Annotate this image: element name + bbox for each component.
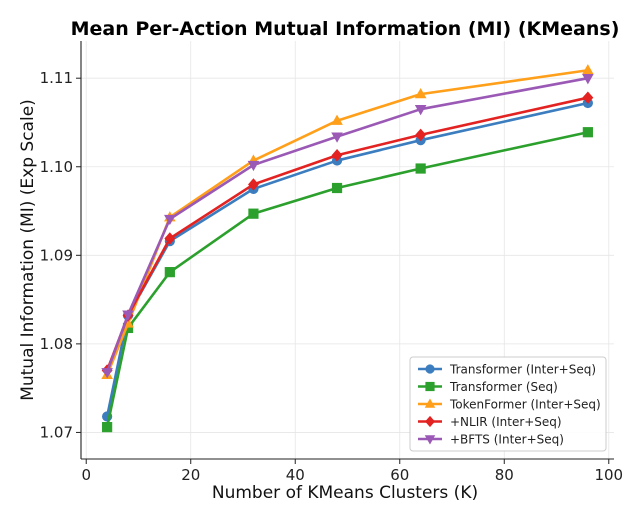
series-4 [101,74,594,379]
legend-item: +BFTS (Inter+Seq) [418,433,564,447]
axes [80,41,614,460]
y-tick-label: 1.07 [40,423,73,441]
data-point [582,74,594,85]
legend-label: TokenFormer (Inter+Seq) [449,398,601,412]
series-1 [102,127,593,433]
legend: Transformer (Inter+Seq) Transformer (Seq)… [409,356,607,452]
data-point [415,163,426,174]
legend-marker [424,398,436,408]
data-point [122,310,134,321]
x-tick-label: 100 [594,466,623,484]
data-point [164,267,175,278]
data-point [414,105,427,116]
y-tick-label: 1.09 [40,246,73,264]
data-point [247,160,260,172]
x-axis-ticks: 0 20 40 60 80 100 [81,459,623,484]
y-tick-label: 1.11 [40,69,73,87]
x-tick-label: 0 [81,466,91,484]
legend-marker [425,364,435,374]
data-point [331,149,343,162]
data-point [331,132,343,143]
x-tick-label: 60 [390,466,409,484]
legend-item: +NLIR (Inter+Seq) [418,415,562,429]
legend-item: Transformer (Inter+Seq) [418,363,596,377]
data-point [102,422,113,433]
data-point [164,232,176,245]
y-tick-label: 1.08 [40,335,73,353]
legend-label: +NLIR (Inter+Seq) [450,415,562,429]
data-point [101,368,113,379]
data-point [582,91,594,104]
legend-label: +BFTS (Inter+Seq) [450,433,564,447]
data-point [331,114,343,125]
series-line [105,68,589,376]
y-tick-label: 1.10 [40,158,73,176]
legend-box [409,356,607,452]
x-tick-label: 80 [495,466,514,484]
data-point [248,178,259,191]
legend-label: Transformer (Seq) [449,380,558,394]
legend-label: Transformer (Inter+Seq) [449,363,596,377]
data-point [414,88,427,99]
x-axis-label: Number of KMeans Clusters (K) [212,483,478,503]
series-line [105,76,589,373]
legend-marker [425,415,435,428]
legend-item: TokenFormer (Inter+Seq) [418,398,601,412]
y-axis-label: Mutual Information (MI) (Exp Scale) [18,99,38,401]
legend-item: Transformer (Seq) [418,380,558,394]
x-tick-label: 20 [181,466,200,484]
data-point [582,127,593,138]
data-point [582,64,594,75]
y-axis-ticks: 1.07 1.08 1.09 1.10 1.11 [40,69,81,441]
series-layer [101,64,594,433]
grid [81,41,614,459]
data-point [331,182,343,194]
chart-title: Mean Per-Action Mutual Information (MI) … [71,18,620,40]
x-tick-label: 40 [286,466,305,484]
data-point [164,214,176,226]
data-point [415,128,427,142]
legend-marker [424,435,436,445]
data-point [248,208,259,219]
legend-marker [425,381,435,392]
